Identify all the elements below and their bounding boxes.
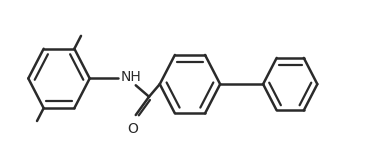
Text: NH: NH: [120, 70, 141, 84]
Text: O: O: [127, 122, 138, 136]
